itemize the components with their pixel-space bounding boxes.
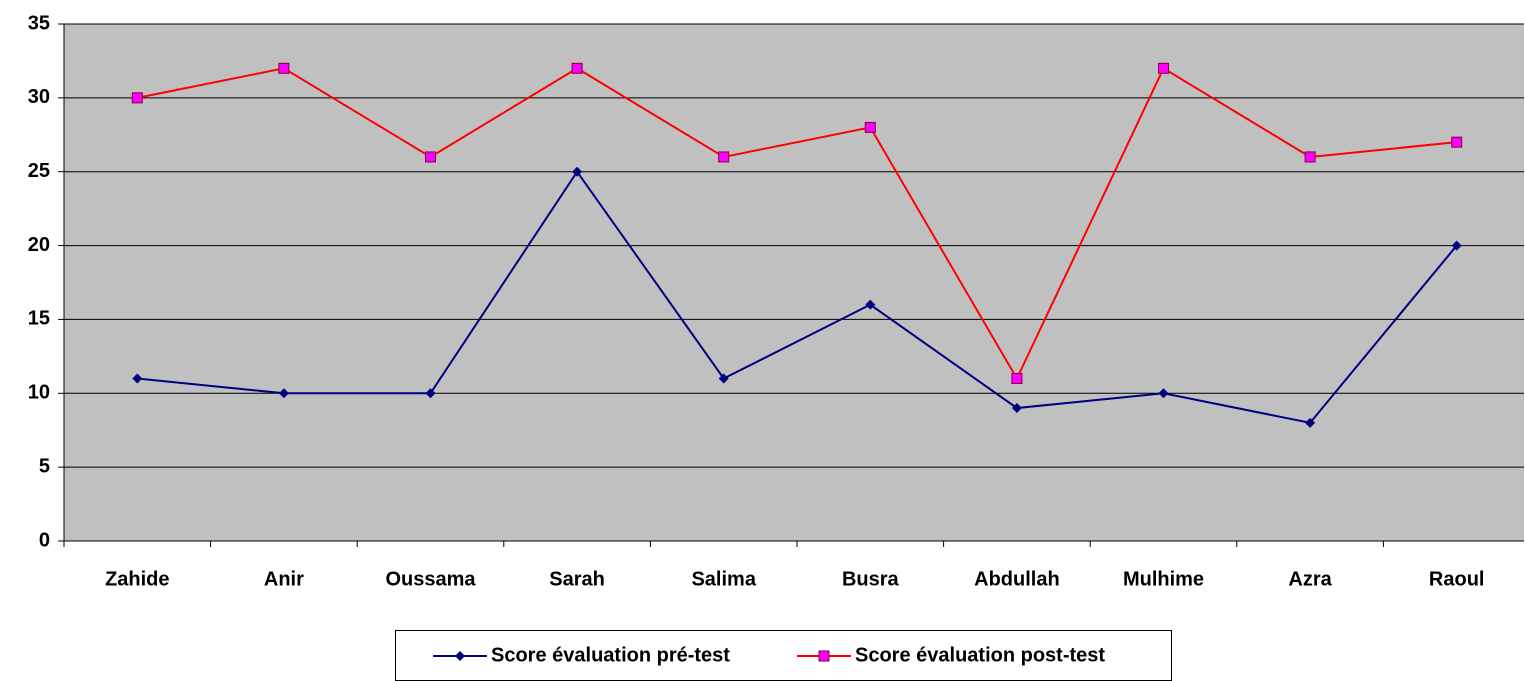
marker [1304, 151, 1316, 163]
x-tick-label: Mulhime [1123, 568, 1204, 590]
y-tick-label: 30 [28, 86, 50, 108]
marker [864, 121, 876, 133]
legend-marker [818, 650, 830, 662]
y-tick-label: 15 [28, 308, 50, 330]
legend-label: Score évaluation pré-test [491, 644, 730, 666]
legend-marker [455, 651, 465, 661]
legend-label: Score évaluation post-test [855, 644, 1105, 666]
marker [571, 62, 583, 74]
marker [278, 388, 289, 399]
y-tick-label: 35 [28, 12, 50, 34]
x-tick-label: Busra [842, 568, 900, 590]
x-tick-label: Raoul [1429, 568, 1485, 590]
legend-box [395, 630, 1172, 681]
marker [572, 166, 583, 177]
y-tick-label: 0 [39, 529, 50, 551]
marker [1158, 388, 1169, 399]
marker [718, 151, 730, 163]
x-tick-label: Anir [264, 568, 304, 590]
series-line [137, 66, 1457, 381]
marker [1451, 136, 1463, 148]
x-tick-label: Oussama [385, 568, 476, 590]
marker [278, 62, 290, 74]
y-tick-label: 20 [28, 234, 50, 256]
marker [1451, 240, 1462, 251]
y-tick-label: 5 [39, 455, 50, 477]
y-tick-label: 10 [28, 382, 50, 404]
marker [425, 151, 436, 163]
marker [131, 92, 143, 104]
marker [425, 388, 436, 399]
x-tick-label: Salima [691, 568, 756, 590]
plot-area [64, 24, 1524, 541]
x-tick-label: Azra [1288, 568, 1332, 590]
marker [1011, 403, 1022, 414]
marker [718, 373, 729, 384]
y-tick-label: 25 [28, 160, 50, 182]
marker [1158, 62, 1169, 74]
marker [132, 373, 143, 384]
x-tick-label: Sarah [549, 568, 605, 590]
series-line [137, 169, 1458, 424]
x-tick-label: Zahide [105, 568, 169, 590]
marker [1011, 373, 1023, 385]
marker [1305, 417, 1316, 428]
x-tick-label: Abdullah [974, 568, 1060, 590]
marker [865, 299, 876, 310]
